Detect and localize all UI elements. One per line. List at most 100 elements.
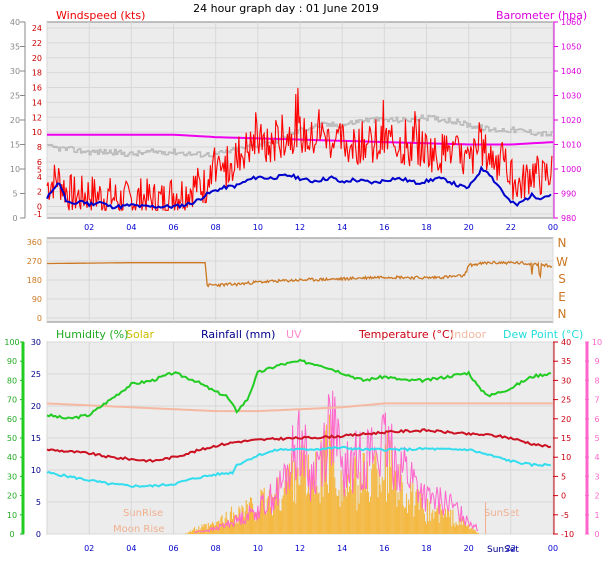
legend-indoor: Indoor bbox=[451, 328, 487, 341]
wind-x-tick-label: 10 bbox=[253, 223, 263, 232]
windspeed-series-line bbox=[46, 87, 553, 212]
temperature-tick-label: -10 bbox=[561, 530, 574, 539]
wind-inner-tick-label: 18 bbox=[32, 69, 42, 78]
wind-inner-tick-label: 4 bbox=[37, 173, 42, 182]
legend-rainfall: Rainfall (mm) bbox=[201, 328, 275, 341]
rainfall-tick-label: 0 bbox=[36, 530, 41, 539]
gust-tick-label: 5 bbox=[12, 190, 17, 199]
gust-tick-label: 10 bbox=[10, 165, 20, 174]
wind-x-tick-label: 22 bbox=[506, 223, 516, 232]
annotation-moonrise: Moon Rise bbox=[113, 524, 164, 535]
barometer-axis-title: Barometer (hpa) bbox=[496, 9, 587, 22]
temperature-tick-label: 20 bbox=[561, 415, 571, 424]
humidity-tick-label: 20 bbox=[7, 492, 17, 501]
wind-x-tick-label: 12 bbox=[295, 223, 305, 232]
uv-tick-label: 10 bbox=[592, 338, 602, 347]
chart-title: 24 hour graph day : 01 June 2019 bbox=[193, 2, 379, 15]
humidity-tick-label: 40 bbox=[7, 453, 17, 462]
wind-inner-tick-label: -1 bbox=[34, 210, 42, 219]
barometer-tick-label: 1060 bbox=[561, 18, 581, 27]
humidity-tick-label: 50 bbox=[7, 434, 17, 443]
uv-tick-label: 7 bbox=[594, 396, 599, 405]
gust-tick-label: 35 bbox=[10, 43, 20, 52]
wind-x-tick-label: 04 bbox=[126, 223, 136, 232]
direction-tick-label: 90 bbox=[32, 295, 42, 304]
gust-tick-label: 15 bbox=[10, 141, 20, 150]
humidity-tick-label: 30 bbox=[7, 472, 17, 481]
meteo-x-tick-label: 10 bbox=[253, 544, 263, 553]
barometer-tick-label: 1010 bbox=[561, 141, 581, 150]
legend-humidity: Humidity (%) bbox=[56, 328, 128, 341]
barometer-tick-label: 1050 bbox=[561, 43, 581, 52]
uv-tick-label: 8 bbox=[594, 376, 599, 385]
legend-dewpoint: Dew Point (°C) bbox=[503, 328, 583, 341]
humidity-tick-label: 90 bbox=[7, 357, 17, 366]
wind-inner-tick-label: 5 bbox=[37, 165, 42, 174]
gust-tick-label: 20 bbox=[10, 116, 20, 125]
barometer-tick-label: 990 bbox=[561, 190, 576, 199]
gust-tick-label: 25 bbox=[10, 92, 20, 101]
wind-inner-tick-label: 14 bbox=[32, 98, 42, 107]
rainfall-tick-label: 30 bbox=[31, 338, 41, 347]
legend-solar: Solar bbox=[126, 328, 155, 341]
annotation-sunset-1: SunSet bbox=[484, 508, 520, 519]
direction-tick-label: 180 bbox=[27, 276, 42, 285]
wind-x-tick-label: 06 bbox=[168, 223, 178, 232]
chart-marks: -102456810121416182022240510152025303540… bbox=[4, 18, 602, 553]
legend-uv: UV bbox=[286, 328, 302, 341]
humidity-series-line bbox=[46, 358, 552, 420]
uv-tick-label: 9 bbox=[594, 357, 599, 366]
direction-tick-label: 360 bbox=[27, 238, 42, 247]
meteo-x-tick-label: 00 bbox=[548, 544, 558, 553]
wind-x-tick-label: 16 bbox=[379, 223, 389, 232]
wind-x-tick-label: 08 bbox=[211, 223, 221, 232]
gust-tick-label: 30 bbox=[10, 67, 20, 76]
meteo-x-tick-label: 22 bbox=[506, 544, 516, 553]
humidity-tick-label: 60 bbox=[7, 415, 17, 424]
direction-series-line bbox=[47, 260, 553, 288]
rainfall-tick-label: 10 bbox=[31, 466, 41, 475]
wind-inner-tick-label: 2 bbox=[37, 188, 42, 197]
annotation-sunrise: SunRise bbox=[123, 508, 163, 519]
temperature-tick-label: 10 bbox=[561, 453, 571, 462]
temperature-tick-label: 40 bbox=[561, 338, 571, 347]
humidity-tick-label: 70 bbox=[7, 396, 17, 405]
meteo-legend: Humidity (%) Solar Rainfall (mm) UV Temp… bbox=[56, 328, 583, 341]
temperature-tick-label: 15 bbox=[561, 434, 571, 443]
gust-tick-label: 40 bbox=[10, 18, 20, 27]
temperature-tick-label: -5 bbox=[561, 511, 569, 520]
annotation-sunset-2: SunSet bbox=[487, 545, 519, 555]
temperature-tick-label: 30 bbox=[561, 376, 571, 385]
uv-tick-label: 3 bbox=[594, 472, 599, 481]
wind-x-tick-label: 20 bbox=[464, 223, 474, 232]
uv-tick-label: 2 bbox=[594, 492, 599, 501]
meteo-x-tick-label: 04 bbox=[126, 544, 136, 553]
rainfall-tick-label: 5 bbox=[36, 498, 41, 507]
wind-inner-tick-label: 22 bbox=[32, 39, 42, 48]
barometer-tick-label: 1030 bbox=[561, 92, 581, 101]
wind-inner-tick-label: 10 bbox=[32, 128, 42, 137]
uv-tick-label: 5 bbox=[594, 434, 599, 443]
gust-tick-label: 0 bbox=[12, 214, 17, 223]
uv-tick-label: 6 bbox=[594, 415, 599, 424]
gust-series-line bbox=[47, 114, 554, 158]
wind-inner-tick-label: 16 bbox=[32, 84, 42, 93]
meteo-x-tick-label: 08 bbox=[211, 544, 221, 553]
temperature-tick-label: 5 bbox=[561, 472, 566, 481]
wind-x-tick-label: 00 bbox=[548, 223, 558, 232]
humidity-tick-label: 10 bbox=[7, 511, 17, 520]
wind-inner-tick-label: 8 bbox=[37, 143, 42, 152]
legend-temperature: Temperature (°C) bbox=[358, 328, 454, 341]
temperature-tick-label: 0 bbox=[561, 492, 566, 501]
wind-inner-tick-label: 12 bbox=[32, 113, 42, 122]
uv-tick-label: 4 bbox=[594, 453, 599, 462]
indoor-series-line bbox=[46, 402, 553, 413]
meteo-x-tick-label: 18 bbox=[421, 544, 431, 553]
direction-compass-letter: W bbox=[556, 255, 568, 269]
meteo-x-tick-label: 20 bbox=[464, 544, 474, 553]
rainfall-tick-label: 20 bbox=[31, 402, 41, 411]
temperature-series-line bbox=[46, 428, 552, 463]
rainfall-tick-label: 25 bbox=[31, 370, 41, 379]
barometer-tick-label: 1000 bbox=[561, 165, 581, 174]
